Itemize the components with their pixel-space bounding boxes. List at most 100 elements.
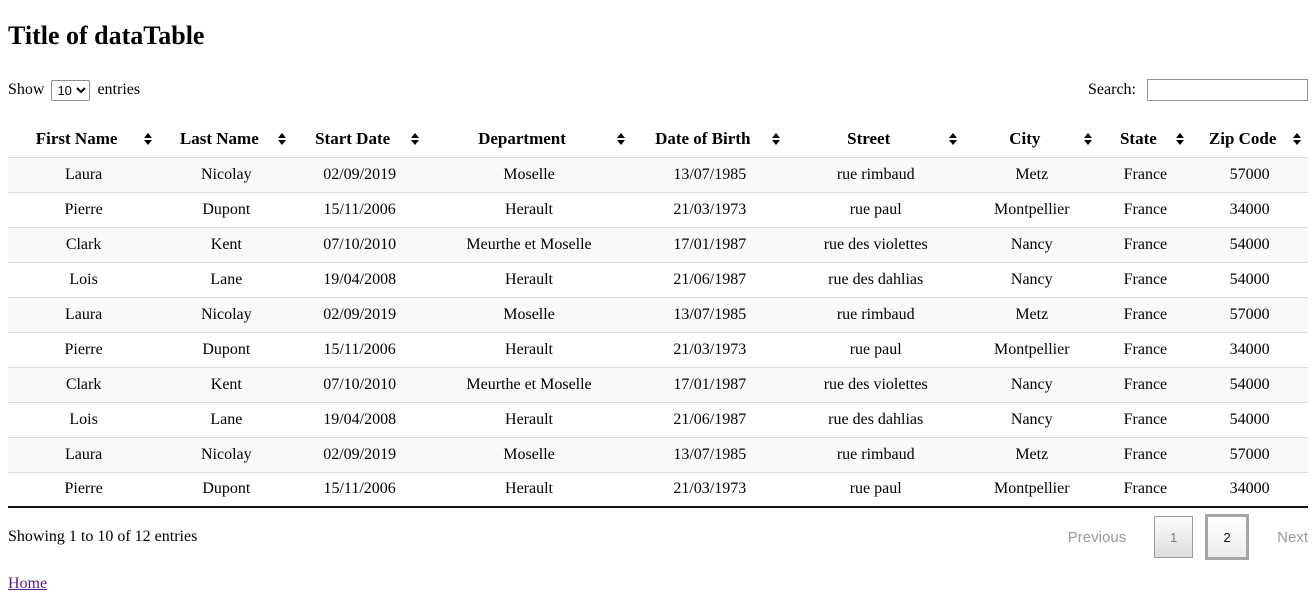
column-header-first-name[interactable]: First Name bbox=[8, 122, 159, 157]
table-cell: 21/03/1973 bbox=[632, 191, 788, 227]
table-cell: Montpellier bbox=[964, 331, 1100, 367]
table-cell: France bbox=[1099, 331, 1192, 367]
table-cell: 19/04/2008 bbox=[293, 261, 426, 297]
table-cell: 02/09/2019 bbox=[293, 436, 426, 472]
entries-label: entries bbox=[97, 81, 141, 98]
search-input[interactable] bbox=[1147, 79, 1308, 101]
column-header-date-of-birth[interactable]: Date of Birth bbox=[632, 122, 787, 157]
column-header-last-name[interactable]: Last Name bbox=[159, 122, 293, 157]
sort-both-icon bbox=[949, 133, 958, 146]
table-cell: Nicolay bbox=[159, 436, 294, 472]
table-cell: 21/06/1987 bbox=[632, 261, 788, 297]
table-cell: Herault bbox=[425, 471, 633, 507]
table-cell: Laura bbox=[8, 436, 160, 472]
next-button[interactable]: Next bbox=[1277, 528, 1308, 546]
table-row: Clark Kent 07/10/2010 Meurthe et Moselle 17/… bbox=[8, 226, 1308, 262]
table-row: Lois Lane 19/04/2008 Herault 21/06/1987 rue d… bbox=[8, 261, 1308, 297]
column-header-label: Department bbox=[478, 129, 566, 149]
table-cell: Nancy bbox=[964, 226, 1100, 262]
previous-button[interactable]: Previous bbox=[1067, 528, 1127, 546]
table-cell: 02/09/2019 bbox=[293, 156, 426, 192]
table-row: Pierre Dupont 15/11/2006 Herault 21/03/1973 r… bbox=[8, 331, 1308, 367]
column-header-state[interactable]: State bbox=[1099, 122, 1191, 157]
table-cell: Lane bbox=[159, 261, 294, 297]
table-cell: Metz bbox=[964, 296, 1100, 332]
table-cell: 17/01/1987 bbox=[632, 226, 788, 262]
sort-both-icon bbox=[1176, 133, 1185, 146]
table-cell: Nancy bbox=[964, 261, 1100, 297]
sort-both-icon bbox=[278, 133, 287, 146]
table-cell: Dupont bbox=[159, 331, 294, 367]
table-row: Laura Nicolay 02/09/2019 Moselle 13/07/1985 r… bbox=[8, 296, 1308, 332]
table-cell: rue des dahlias bbox=[787, 261, 965, 297]
home-link[interactable]: Home bbox=[8, 575, 48, 592]
table-cell: 21/03/1973 bbox=[632, 331, 788, 367]
page-length-control: Show 10 entries bbox=[8, 79, 141, 101]
table-cell: 13/07/1985 bbox=[632, 436, 788, 472]
table-cell: Laura bbox=[8, 296, 160, 332]
table-cell: 54000 bbox=[1191, 226, 1308, 262]
table-cell: Clark bbox=[8, 366, 160, 402]
table-cell: France bbox=[1099, 436, 1192, 472]
table-cell: 54000 bbox=[1191, 401, 1308, 437]
table-cell: rue rimbaud bbox=[787, 436, 965, 472]
sort-both-icon bbox=[144, 133, 153, 146]
column-header-label: First Name bbox=[35, 129, 118, 149]
table-cell: 57000 bbox=[1191, 296, 1308, 332]
table-cell: 34000 bbox=[1191, 471, 1308, 507]
table-cell: rue des dahlias bbox=[787, 401, 965, 437]
table-cell: France bbox=[1099, 226, 1192, 262]
table-cell: Montpellier bbox=[964, 191, 1100, 227]
table-cell: 21/06/1987 bbox=[632, 401, 788, 437]
table-cell: 19/04/2008 bbox=[293, 401, 426, 437]
column-header-start-date[interactable]: Start Date bbox=[293, 122, 425, 157]
table-cell: 15/11/2006 bbox=[293, 471, 426, 507]
table-cell: Moselle bbox=[425, 436, 633, 472]
table-cell: Dupont bbox=[159, 191, 294, 227]
page-title: Title of dataTable bbox=[8, 21, 205, 50]
table-cell: Herault bbox=[425, 331, 633, 367]
column-header-zip-code[interactable]: Zip Code bbox=[1191, 122, 1308, 157]
column-header-department[interactable]: Department bbox=[426, 122, 632, 157]
table-cell: rue paul bbox=[787, 191, 965, 227]
table-cell: 54000 bbox=[1191, 261, 1308, 297]
column-header-street[interactable]: Street bbox=[787, 122, 964, 157]
table-row: Lois Lane 19/04/2008 Herault 21/06/1987 rue d… bbox=[8, 401, 1308, 437]
table-cell: rue des violettes bbox=[787, 226, 965, 262]
sort-both-icon bbox=[410, 133, 419, 146]
table-cell: Herault bbox=[425, 261, 633, 297]
table-cell: 54000 bbox=[1191, 366, 1308, 402]
table-footer: Showing 1 to 10 of 12 entries Previous 1… bbox=[8, 514, 1308, 560]
table-cell: 57000 bbox=[1191, 156, 1308, 192]
page-button-2[interactable]: 2 bbox=[1205, 514, 1250, 560]
table-cell: Nancy bbox=[964, 401, 1100, 437]
table-cell: France bbox=[1099, 296, 1192, 332]
search-control: Search: bbox=[1088, 79, 1308, 101]
table-cell: France bbox=[1099, 401, 1192, 437]
table-cell: rue des violettes bbox=[787, 366, 965, 402]
sort-both-icon bbox=[617, 133, 626, 146]
table-cell: Dupont bbox=[159, 471, 294, 507]
page-button-1[interactable]: 1 bbox=[1154, 516, 1194, 558]
table-cell: France bbox=[1099, 261, 1192, 297]
table-cell: Montpellier bbox=[964, 471, 1100, 507]
table-cell: 17/01/1987 bbox=[632, 366, 788, 402]
table-cell: rue rimbaud bbox=[787, 156, 965, 192]
page-length-select[interactable]: 10 bbox=[51, 79, 91, 101]
column-header-label: Street bbox=[847, 129, 891, 149]
table-cell: Meurthe et Moselle bbox=[425, 366, 633, 402]
column-header-label: City bbox=[1009, 129, 1041, 149]
table-cell: France bbox=[1099, 366, 1192, 402]
column-header-label: Date of Birth bbox=[655, 129, 751, 149]
table-cell: 34000 bbox=[1191, 331, 1308, 367]
table-cell: Moselle bbox=[425, 296, 633, 332]
column-header-label: Last Name bbox=[179, 129, 259, 149]
sort-both-icon bbox=[772, 133, 781, 146]
table-cell: 13/07/1985 bbox=[632, 156, 788, 192]
column-header-city[interactable]: City bbox=[964, 122, 1099, 157]
table-cell: France bbox=[1099, 471, 1192, 507]
sort-both-icon bbox=[1293, 133, 1301, 146]
table-cell: Nancy bbox=[964, 366, 1100, 402]
